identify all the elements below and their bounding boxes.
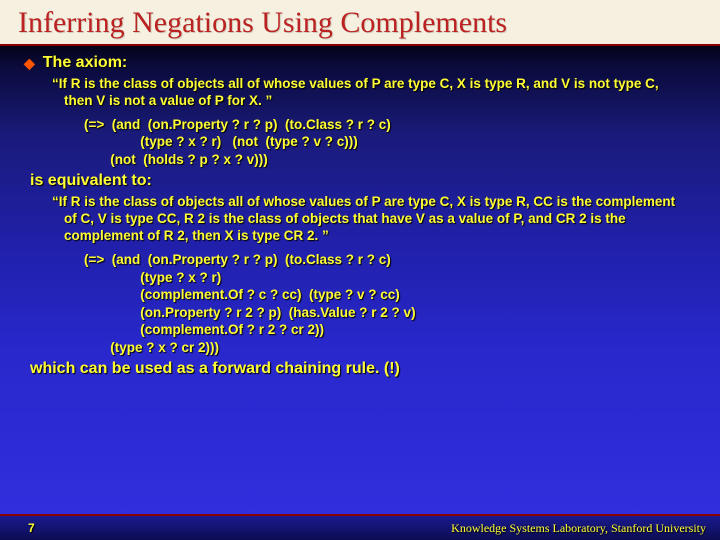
complement-code: (=> (and (on.Property ? r ? p) (to.Class…	[24, 251, 696, 356]
code-line: (complement.Of ? c ? cc) (type ? v ? cc)	[84, 287, 400, 302]
code-line: (=> (and (on.Property ? r ? p) (to.Class…	[84, 117, 391, 132]
code-line: (not (holds ? p ? x ? v)))	[84, 152, 268, 167]
slide-content: ◆ The axiom: “If R is the class of objec…	[0, 46, 720, 378]
code-line: (on.Property ? r 2 ? p) (has.Value ? r 2…	[84, 305, 416, 320]
slide-title: Inferring Negations Using Complements	[0, 0, 720, 46]
code-line: (=> (and (on.Property ? r ? p) (to.Class…	[84, 252, 391, 267]
code-line: (type ? x ? r)	[84, 270, 221, 285]
bullet-icon: ◆	[24, 54, 35, 72]
axiom-quote: “If R is the class of objects all of who…	[36, 76, 696, 110]
equivalent-heading: is equivalent to:	[24, 172, 696, 190]
affiliation: Knowledge Systems Laboratory, Stanford U…	[451, 521, 706, 536]
complement-quote: “If R is the class of objects all of who…	[36, 194, 696, 245]
slide-footer: 7 Knowledge Systems Laboratory, Stanford…	[0, 514, 720, 540]
axiom-heading-row: ◆ The axiom:	[24, 54, 696, 72]
code-line: (type ? x ? r) (not (type ? v ? c)))	[84, 134, 358, 149]
code-line: (complement.Of ? r 2 ? cr 2))	[84, 322, 324, 337]
page-number: 7	[28, 521, 35, 535]
axiom-heading: The axiom:	[43, 54, 127, 72]
code-line: (type ? x ? cr 2)))	[84, 340, 219, 355]
conclusion: which can be used as a forward chaining …	[24, 360, 696, 378]
axiom-code: (=> (and (on.Property ? r ? p) (to.Class…	[24, 116, 696, 169]
